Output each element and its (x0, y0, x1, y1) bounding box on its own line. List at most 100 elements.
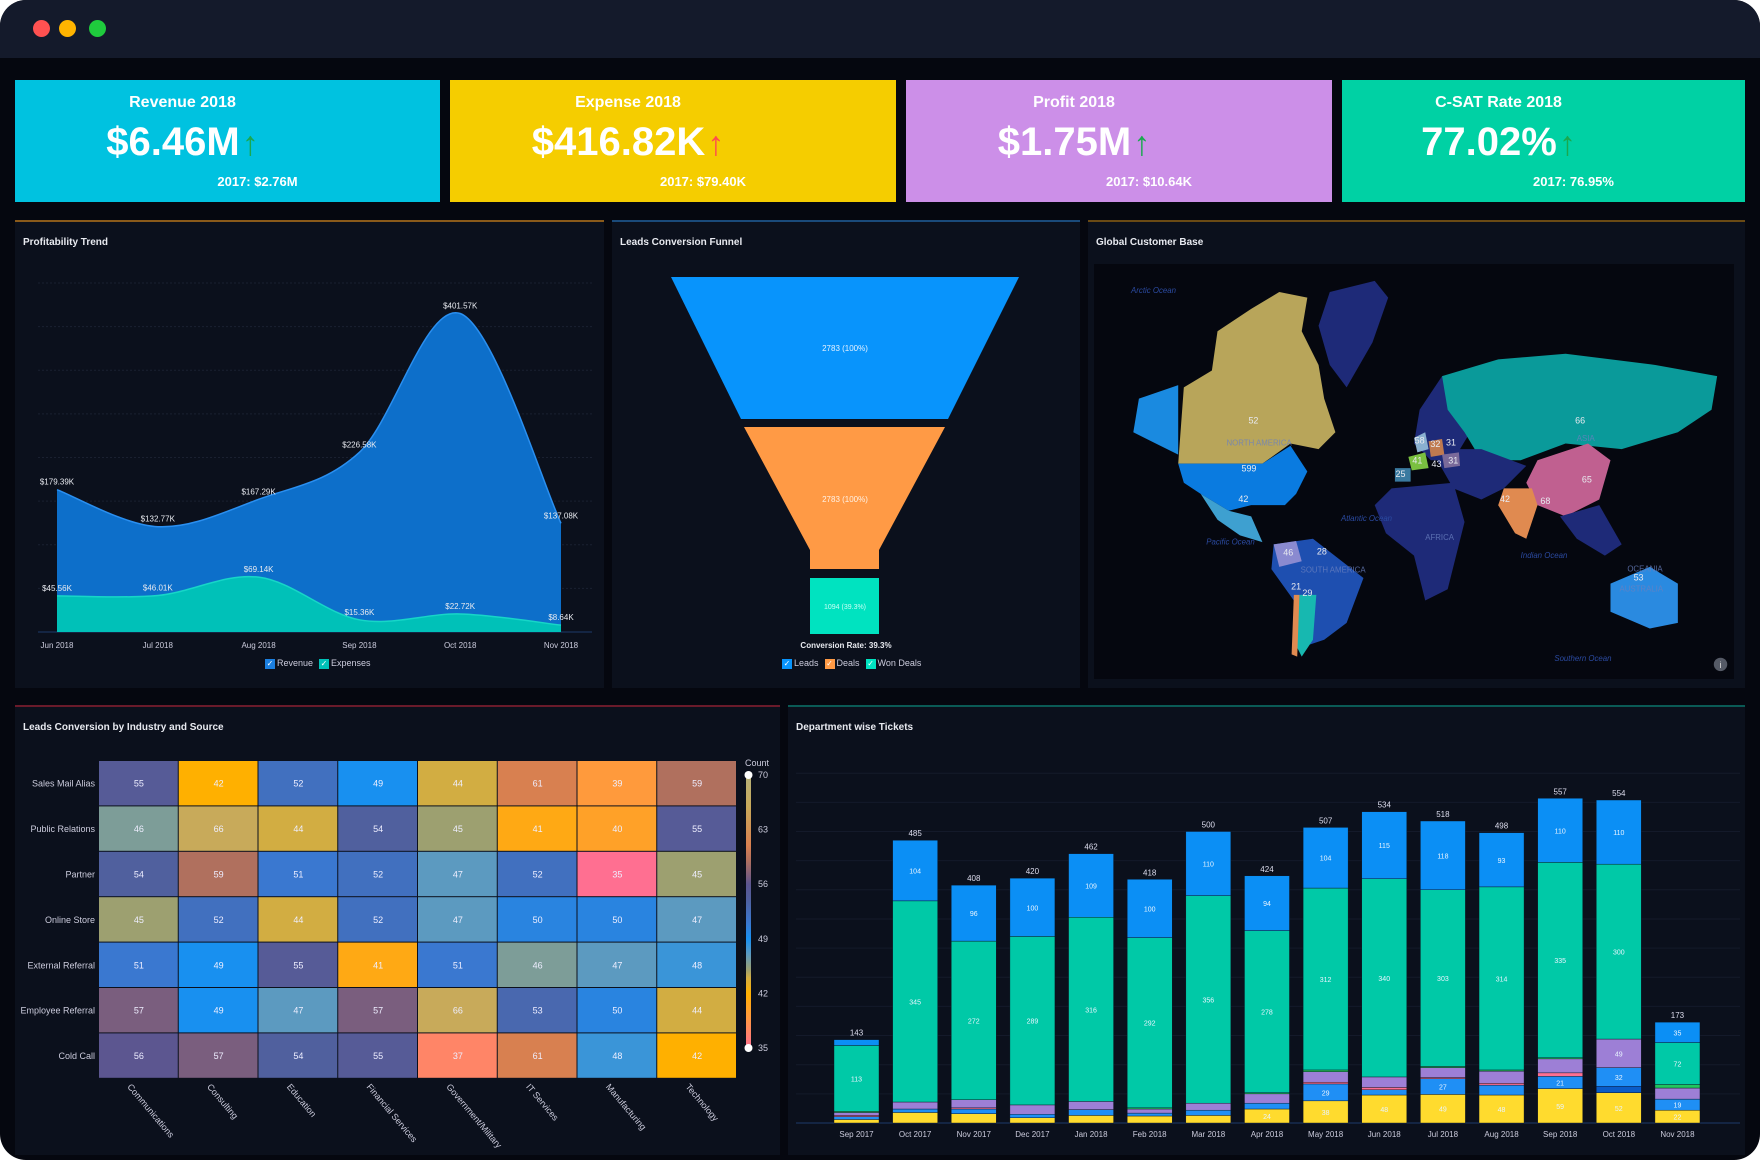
bar-segment[interactable] (1302, 1081, 1349, 1085)
bar-segment[interactable] (1126, 879, 1173, 938)
bar-segment[interactable] (833, 1112, 880, 1116)
bar-segment[interactable] (1244, 930, 1290, 1093)
heatmap-cell[interactable] (577, 988, 657, 1033)
bar-segment[interactable] (1009, 936, 1056, 1106)
heatmap-cell[interactable] (657, 1033, 736, 1078)
bar-segment[interactable] (1068, 1101, 1114, 1110)
heatmap-cell[interactable] (178, 1033, 258, 1078)
bar-segment[interactable] (1068, 1109, 1114, 1116)
region-russia[interactable] (1442, 353, 1718, 461)
maximize-button[interactable] (89, 20, 106, 37)
bar-segment[interactable] (833, 1039, 880, 1046)
heatmap-cell[interactable] (418, 942, 497, 987)
region-south-america[interactable] (1271, 538, 1364, 646)
bar-segment[interactable] (1009, 1114, 1056, 1118)
region-colombia[interactable] (1273, 541, 1302, 567)
close-button[interactable] (33, 20, 50, 37)
heatmap-cell[interactable] (99, 806, 178, 851)
bar-segment[interactable] (1596, 1086, 1642, 1093)
heatmap-cell[interactable] (657, 897, 736, 942)
heatmap-cell[interactable] (577, 1033, 657, 1078)
region-alaska[interactable] (1133, 385, 1179, 455)
bar-segment[interactable] (951, 940, 997, 1100)
heatmap-cell[interactable] (178, 942, 258, 987)
range-handle-min[interactable] (744, 1044, 753, 1052)
bar-segment[interactable] (1596, 799, 1642, 865)
region-eastern-europe[interactable] (1442, 452, 1461, 469)
bar-segment[interactable] (1361, 1076, 1407, 1088)
bar-segment[interactable] (1126, 1115, 1173, 1124)
bar-segment[interactable] (1068, 1115, 1114, 1124)
heatmap-cell[interactable] (657, 806, 736, 851)
heatmap-cell[interactable] (99, 942, 178, 987)
region-france[interactable] (1408, 452, 1429, 471)
bar-segment[interactable] (1478, 1083, 1525, 1086)
region-usa[interactable] (1178, 445, 1308, 511)
world-map[interactable]: Arctic Ocean Pacific Ocean Atlantic Ocea… (1094, 264, 1734, 679)
bar-segment[interactable] (1185, 1115, 1232, 1124)
bar-segment[interactable] (1302, 1071, 1349, 1083)
bar-segment[interactable] (1361, 1087, 1407, 1090)
heatmap-cell[interactable] (418, 761, 497, 806)
bar-segment[interactable] (1654, 1021, 1701, 1043)
heatmap-cell[interactable] (258, 988, 338, 1033)
heatmap-cell[interactable] (258, 851, 338, 897)
heatmap-cell[interactable] (497, 806, 577, 851)
heatmap-cell[interactable] (258, 942, 338, 987)
heatmap-cell[interactable] (657, 851, 736, 897)
bar-segment[interactable] (892, 1112, 938, 1124)
bar-segment[interactable] (1185, 1102, 1232, 1111)
heatmap-cell[interactable] (418, 897, 497, 942)
bar-segment[interactable] (892, 840, 938, 902)
region-greenland[interactable] (1318, 280, 1389, 388)
heatmap-cell[interactable] (497, 988, 577, 1033)
bar-segment[interactable] (1302, 887, 1349, 1071)
bar-segment[interactable] (1420, 889, 1466, 1067)
region-southeast-asia[interactable] (1559, 505, 1622, 556)
bar-segment[interactable] (1185, 895, 1232, 1104)
bar-segment[interactable] (833, 1116, 880, 1120)
kpi-card[interactable]: Profit 2018 $1.75M↑ 2017: $10.64K (906, 80, 1332, 202)
region-canada[interactable] (1178, 292, 1336, 464)
bar-segment[interactable] (1537, 1088, 1583, 1124)
heatmap-cell[interactable] (178, 851, 258, 897)
heatmap-cell[interactable] (178, 897, 258, 942)
bar-segment[interactable] (1244, 1093, 1290, 1104)
bar-segment[interactable] (1126, 1112, 1173, 1117)
legend-item-won-deals[interactable]: ✓ Won Deals (865, 658, 921, 669)
heatmap-cell[interactable] (577, 897, 657, 942)
heatmap-cell[interactable] (99, 761, 178, 806)
bar-segment[interactable] (1244, 875, 1290, 931)
region-china[interactable] (1526, 443, 1611, 517)
heatmap-cell[interactable] (497, 851, 577, 897)
heatmap-cell[interactable] (657, 761, 736, 806)
bar-segment[interactable] (1596, 1092, 1642, 1124)
bar-segment[interactable] (1654, 1087, 1701, 1100)
bar-segment[interactable] (1126, 937, 1173, 1109)
heatmap-cell[interactable] (418, 806, 497, 851)
heatmap-cell[interactable] (178, 761, 258, 806)
heatmap-cell[interactable] (338, 761, 417, 806)
bar-segment[interactable] (1654, 1042, 1701, 1085)
kpi-card[interactable]: Expense 2018 $416.82K↑ 2017: $79.40K (450, 80, 896, 202)
region-india[interactable] (1498, 488, 1538, 539)
bar-segment[interactable] (1361, 878, 1407, 1078)
region-mexico[interactable] (1200, 493, 1263, 543)
heatmap-cell[interactable] (418, 988, 497, 1033)
heatmap-cell[interactable] (99, 988, 178, 1033)
heatmap-cell[interactable] (657, 942, 736, 987)
bar-segment[interactable] (1478, 832, 1525, 888)
heatmap-cell[interactable] (178, 988, 258, 1033)
legend-item-deals[interactable]: ✓ Deals (824, 658, 860, 669)
bar-segment[interactable] (1420, 1067, 1466, 1078)
bar-segment[interactable] (1537, 1058, 1583, 1074)
region-australia[interactable] (1610, 566, 1678, 629)
bar-segment[interactable] (1244, 1102, 1290, 1110)
heatmap-cell[interactable] (497, 942, 577, 987)
bar-segment[interactable] (1537, 798, 1583, 863)
bar-segment[interactable] (1361, 1089, 1407, 1096)
heatmap-cell[interactable] (338, 942, 417, 987)
bar-segment[interactable] (1068, 917, 1114, 1102)
bar-segment[interactable] (1009, 1117, 1056, 1124)
bar-segment[interactable] (833, 1119, 880, 1124)
